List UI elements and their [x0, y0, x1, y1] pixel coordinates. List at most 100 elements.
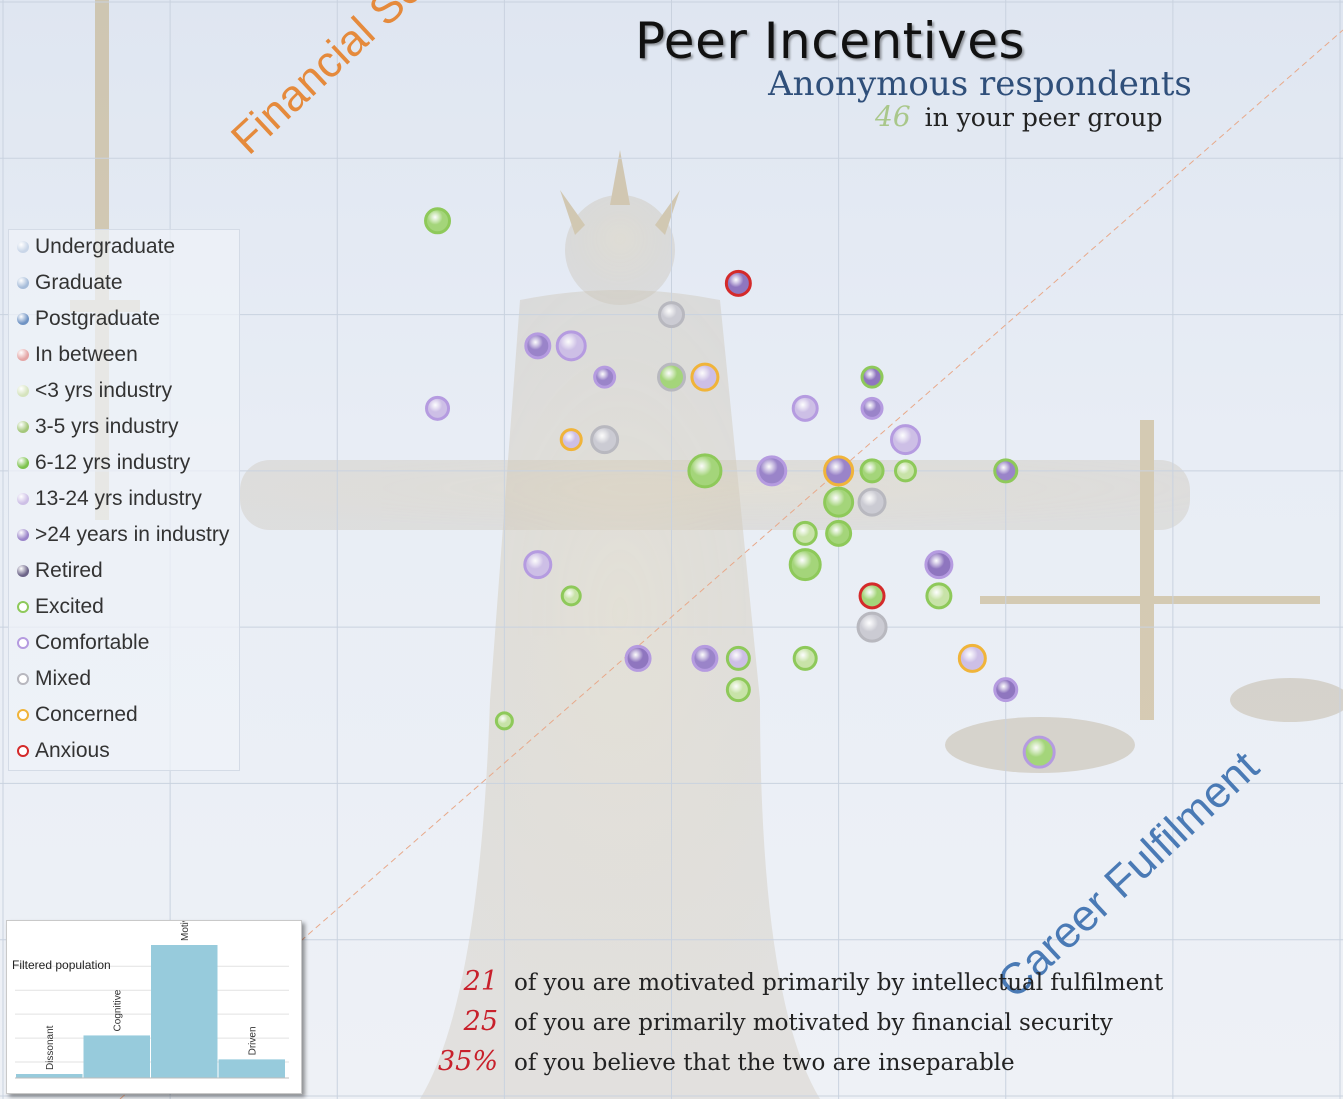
stat-number: 21	[463, 966, 498, 997]
legend-item: Comfortable	[17, 628, 149, 658]
data-point	[860, 396, 884, 420]
peer-count: 46	[875, 100, 911, 133]
filtered-population-chart: Dissonant Cognitive Motivational Driven Fil…	[6, 888, 302, 1094]
data-point	[590, 425, 620, 455]
legend-label: 3-5 yrs industry	[35, 415, 179, 438]
data-point	[593, 365, 617, 389]
data-point	[823, 486, 855, 518]
data-points	[424, 207, 1056, 769]
stat-text: of you are motivated primarily by intell…	[514, 970, 1164, 996]
data-point	[993, 458, 1019, 484]
data-point	[957, 643, 987, 673]
stat-row: 25 of you are primarily motivated by fina…	[430, 1006, 1113, 1046]
legend-marker-icon	[17, 349, 29, 361]
legend-marker-icon	[17, 421, 29, 433]
data-point	[858, 582, 886, 610]
data-point	[993, 677, 1019, 703]
data-point	[792, 520, 818, 546]
data-point	[825, 519, 853, 547]
legend-label: Graduate	[35, 271, 123, 294]
data-point	[560, 585, 582, 607]
histogram-bar	[16, 1074, 83, 1078]
legend-item: Retired	[17, 556, 103, 586]
data-point	[725, 645, 751, 671]
data-point	[494, 711, 514, 731]
data-point	[624, 644, 652, 672]
legend-item: <3 yrs industry	[17, 376, 172, 406]
legend-label: Undergraduate	[35, 235, 176, 258]
data-point	[823, 455, 855, 487]
legend-label: Postgraduate	[35, 307, 160, 330]
legend-item: Excited	[17, 592, 104, 622]
data-point	[924, 550, 954, 580]
data-point	[725, 677, 751, 703]
legend-label: Mixed	[35, 667, 92, 690]
data-point	[756, 455, 788, 487]
data-point	[792, 645, 818, 671]
data-point	[425, 395, 451, 421]
page-title: Peer Incentives	[634, 12, 1026, 70]
legend-label: Comfortable	[35, 631, 150, 654]
stat-text: of you are primarily motivated by financ…	[514, 1010, 1113, 1036]
data-point	[1022, 735, 1056, 769]
data-point	[859, 458, 885, 484]
legend-item: In between	[17, 340, 138, 370]
legend: Undergraduate Graduate Postgraduate In betw…	[8, 229, 240, 771]
data-point	[724, 269, 752, 297]
data-point	[555, 330, 587, 362]
stat-text: of you believe that the two are insepara…	[514, 1050, 1015, 1076]
data-point	[690, 362, 720, 392]
data-point	[889, 424, 921, 456]
stat-row: 21 of you are motivated primarily by inte…	[430, 966, 1164, 1006]
data-point	[925, 582, 953, 610]
data-point	[791, 394, 819, 422]
data-point	[424, 207, 452, 235]
stat-number: 35%	[437, 1046, 498, 1077]
data-point	[559, 428, 583, 452]
histogram-bar	[83, 1035, 150, 1078]
legend-item: >24 years in industry	[17, 520, 229, 550]
data-point	[788, 548, 822, 582]
legend-marker-icon	[17, 385, 29, 397]
histogram: Dissonant Cognitive Motivational Driven	[15, 888, 289, 1079]
legend-marker-icon	[17, 493, 29, 505]
legend-item: Undergraduate	[17, 232, 175, 262]
legend-label: Retired	[35, 559, 103, 582]
legend-marker-icon	[17, 745, 29, 757]
legend-marker-icon	[17, 241, 29, 253]
legend-item: Anxious	[17, 736, 110, 766]
histogram-category-label: Dissonant	[45, 1025, 56, 1070]
legend-label: Concerned	[35, 703, 138, 726]
legend-marker-icon	[17, 313, 29, 325]
legend-marker-icon	[17, 673, 29, 685]
legend-item: Postgraduate	[17, 304, 160, 334]
legend-marker-icon	[17, 709, 29, 721]
data-point	[687, 453, 723, 489]
legend-marker-icon	[17, 601, 29, 613]
legend-marker-icon	[17, 637, 29, 649]
legend-item: Graduate	[17, 268, 123, 298]
data-point	[860, 365, 884, 389]
data-point	[856, 611, 888, 643]
data-point	[893, 459, 917, 483]
legend-label: 6-12 yrs industry	[35, 451, 191, 474]
histogram-bar	[151, 945, 218, 1078]
stat-row: 35% of you believe that the two are insep…	[430, 1046, 1015, 1086]
legend-item: Mixed	[17, 664, 91, 694]
data-point	[691, 644, 719, 672]
histogram-bar	[218, 1059, 285, 1078]
histogram-title: Filtered population	[12, 958, 111, 972]
subtitle: Anonymous respondents	[768, 64, 1192, 104]
legend-label: <3 yrs industry	[35, 379, 173, 402]
diagonal-reference-line	[119, 29, 1343, 1099]
legend-label: Anxious	[35, 739, 110, 762]
legend-marker-icon	[17, 277, 29, 289]
data-point	[857, 487, 887, 517]
data-point	[524, 332, 552, 360]
legend-label: Excited	[35, 595, 104, 618]
data-point	[657, 362, 686, 392]
legend-item: 3-5 yrs industry	[17, 412, 179, 442]
data-point	[658, 301, 685, 329]
